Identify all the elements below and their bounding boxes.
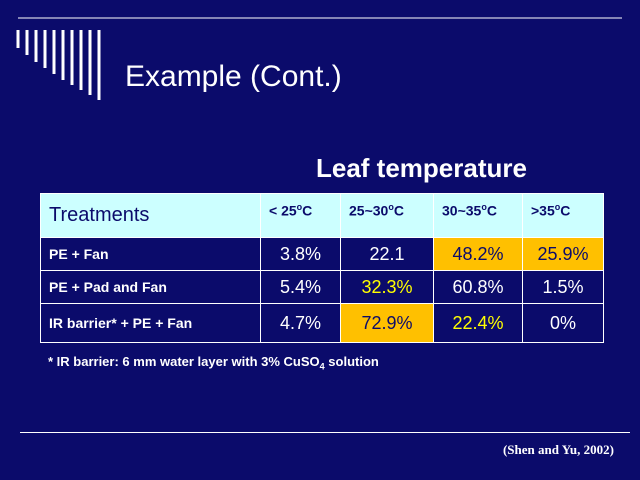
header-text: < 25 bbox=[269, 202, 297, 219]
cell: 3.8% bbox=[260, 237, 341, 271]
header-sup: o bbox=[481, 202, 487, 212]
header-unit: C bbox=[486, 202, 497, 219]
cell: 5.4% bbox=[260, 270, 341, 304]
row: PE + Fan 3.8% 22.1 48.2% 25.9% bbox=[40, 237, 604, 271]
citation: (Shen and Yu, 2002) bbox=[502, 442, 614, 457]
footnote-rest: solution bbox=[324, 354, 379, 369]
header-cell: 25~30oC bbox=[340, 193, 434, 238]
header-sup: o bbox=[388, 202, 394, 212]
header-text: 30~35 bbox=[442, 202, 482, 219]
row: PE + Pad and Fan 5.4% 32.3% 60.8% 1.5% bbox=[40, 270, 604, 304]
cell: 60.8% bbox=[433, 270, 523, 304]
cell: 1.5% bbox=[522, 270, 604, 304]
table: Treatments < 25oC 25~30oC 30~35oC >35oC … bbox=[40, 193, 604, 343]
subtitle: Leaf temperature bbox=[316, 153, 527, 183]
cell: 32.3% bbox=[340, 270, 434, 304]
header-unit: C bbox=[393, 202, 404, 219]
title: Example (Cont.) bbox=[125, 60, 342, 93]
row: IR barrier* + PE + Fan 4.7% 72.9% 22.4% … bbox=[40, 303, 604, 343]
header-cell: < 25oC bbox=[260, 193, 341, 238]
header-cell: 30~35oC bbox=[433, 193, 523, 238]
header-row: Treatments < 25oC 25~30oC 30~35oC >35oC bbox=[40, 193, 604, 238]
row-label: IR barrier* + PE + Fan bbox=[40, 303, 261, 343]
header-text: 25~30 bbox=[349, 202, 389, 219]
header-cell: >35oC bbox=[522, 193, 604, 238]
cell: 25.9% bbox=[522, 237, 604, 271]
header-unit: C bbox=[560, 202, 571, 219]
cell: 22.4% bbox=[433, 303, 523, 343]
cell: 72.9% bbox=[340, 303, 434, 343]
header-cell: Treatments bbox=[40, 193, 261, 238]
header-sup: o bbox=[554, 202, 561, 212]
row-label: PE + Fan bbox=[40, 237, 261, 271]
header-sup: o bbox=[296, 202, 303, 212]
decoration bbox=[16, 17, 622, 100]
header-text: >35 bbox=[531, 202, 555, 219]
cell: 48.2% bbox=[433, 237, 523, 271]
cell: 22.1 bbox=[340, 237, 434, 271]
cell: 0% bbox=[522, 303, 604, 343]
cell: 4.7% bbox=[260, 303, 341, 343]
divider bbox=[20, 432, 630, 433]
footnote-sub: 4 bbox=[319, 361, 325, 372]
footnote-text: * IR barrier: 6 mm water layer with 3% C… bbox=[48, 354, 320, 369]
header-unit: C bbox=[302, 202, 313, 219]
row-label: PE + Pad and Fan bbox=[40, 270, 261, 304]
footnote: * IR barrier: 6 mm water layer with 3% C… bbox=[48, 354, 379, 372]
